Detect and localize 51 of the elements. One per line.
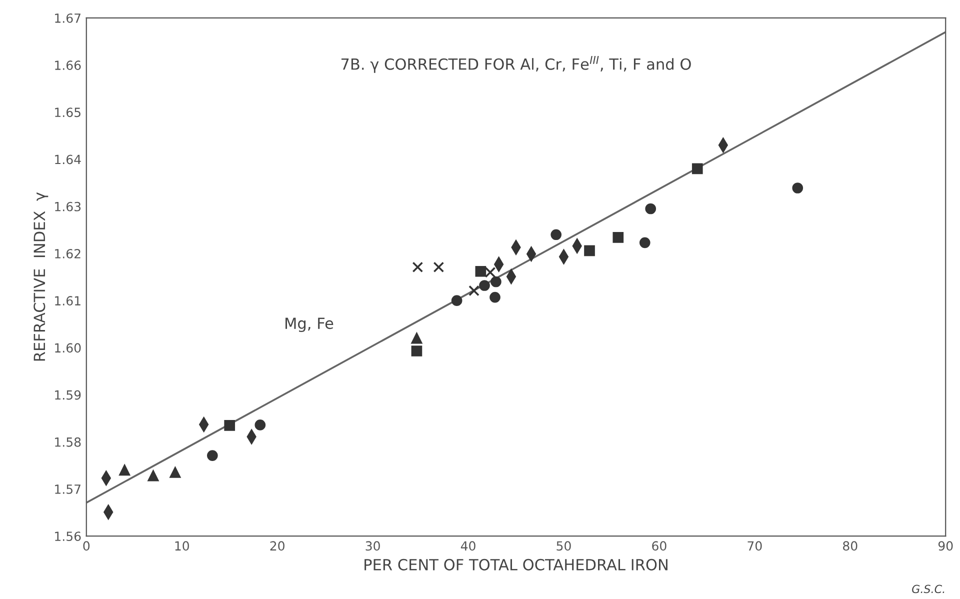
point (411, 332, 422, 344)
y-tick-label: 1.63 (55, 202, 81, 212)
y-tick-label: 1.66 (55, 60, 81, 70)
text: G.S.C. (912, 584, 944, 594)
point (451, 295, 462, 306)
x-tick-label: 90 (938, 541, 953, 551)
x-tick-label: 80 (843, 541, 858, 551)
point (468, 285, 480, 296)
point (490, 292, 500, 303)
y-tick-label: 1.59 (55, 390, 81, 400)
point (119, 464, 130, 476)
x-tick-label: 10 (175, 541, 189, 551)
x-tick-label: 20 (270, 541, 284, 551)
point (550, 229, 562, 240)
y-axis-title: REFRACTIVE INDEX γ (34, 192, 48, 361)
point (692, 163, 703, 174)
point (584, 245, 595, 256)
point (612, 232, 624, 243)
point (254, 420, 266, 430)
x-tick-label: 50 (556, 541, 571, 551)
y-tick-label: 1.61 (55, 296, 80, 306)
x-tick-label: 60 (652, 541, 666, 551)
y-tick-label: 1.65 (55, 108, 80, 118)
point (479, 280, 490, 291)
y-tick-label: 1.62 (55, 248, 80, 258)
y-tick-label: 1.64 (55, 154, 81, 164)
point (490, 276, 502, 288)
x-tick-label: 40 (460, 541, 476, 551)
x-tick-label: 0 (83, 541, 90, 551)
point (792, 182, 804, 194)
y-tick-label: 1.57 (55, 484, 80, 494)
point (639, 237, 650, 248)
point (207, 450, 218, 461)
point (475, 266, 486, 277)
annotation: Mg, Fe (286, 318, 334, 332)
x-tick-label: 70 (748, 541, 762, 551)
point (411, 346, 422, 356)
x-axis-title: PER CENT OF TOTAL OCTAHEDRAL IRON (364, 558, 668, 570)
point (170, 467, 181, 478)
y-tick-label: 1.56 (55, 532, 81, 542)
y-tick-label: 1.67 (55, 13, 80, 23)
point (645, 203, 656, 214)
point (148, 470, 159, 482)
point (412, 262, 424, 273)
y-tick-label: 1.60 (55, 343, 81, 353)
point (484, 266, 496, 278)
text: 7B. γ CORRECTED FOR Al, Cr, Fe$^{III}$, Ti, F and O (341, 56, 691, 73)
point (224, 420, 236, 431)
point (433, 262, 444, 273)
x-tick-label: 30 (366, 541, 380, 551)
y-tick-label: 1.58 (55, 437, 81, 447)
